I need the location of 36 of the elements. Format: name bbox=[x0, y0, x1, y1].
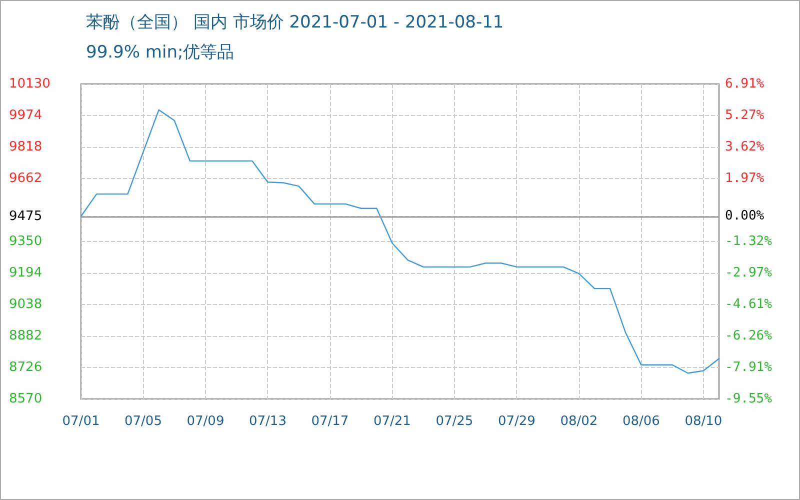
y2-tick-label: -2.97% bbox=[725, 266, 772, 281]
y-tick-label: 8882 bbox=[9, 328, 42, 344]
y-tick-label: 8726 bbox=[9, 360, 42, 375]
y-tick-label: 9818 bbox=[9, 140, 42, 154]
y-tick-label: 9974 bbox=[9, 108, 42, 123]
x-tick-label: 08/02 bbox=[560, 414, 598, 429]
x-tick-label: 07/13 bbox=[248, 414, 286, 429]
y-tick-label: 9662 bbox=[9, 171, 42, 186]
x-tick-label: 07/25 bbox=[436, 414, 474, 429]
y-tick-label: 9475 bbox=[9, 208, 42, 224]
x-tick-label: 07/17 bbox=[311, 414, 349, 429]
y2-tick-label: 3.62% bbox=[725, 139, 764, 154]
x-tick-label: 07/09 bbox=[186, 414, 224, 429]
y2-tick-label: 1.97% bbox=[725, 171, 764, 186]
x-tick-label: 07/29 bbox=[498, 414, 536, 429]
y-tick-label: 8570 bbox=[9, 392, 42, 406]
y2-tick-label: 0.00% bbox=[725, 208, 764, 224]
x-tick-label: 08/06 bbox=[622, 414, 660, 429]
x-tick-label: 07/01 bbox=[62, 414, 100, 429]
y-tick-label: 10130 bbox=[9, 76, 50, 92]
y2-tick-label: -9.55% bbox=[725, 392, 772, 406]
y-tick-label: 9350 bbox=[9, 234, 42, 249]
y2-tick-label: -1.32% bbox=[725, 234, 772, 249]
y2-tick-label: 5.27% bbox=[725, 108, 764, 123]
x-tick-label: 08/10 bbox=[684, 414, 722, 429]
y2-tick-label: -7.91% bbox=[725, 360, 772, 376]
y-tick-label: 9194 bbox=[9, 266, 42, 280]
chart-title: 苯酚（全国） 国内 市场价 2021-07-01 - 2021-08-11 bbox=[86, 12, 504, 32]
y2-tick-label: -4.61% bbox=[725, 296, 772, 312]
chart-subtitle: 99.9% min;优等品 bbox=[86, 42, 234, 62]
x-tick-label: 07/05 bbox=[124, 414, 162, 429]
y2-tick-label: 6.91% bbox=[725, 76, 764, 92]
y-tick-label: 9038 bbox=[9, 297, 42, 312]
line-series bbox=[80, 109, 720, 374]
y2-tick-label: -6.26% bbox=[725, 328, 772, 344]
x-tick-label: 07/21 bbox=[373, 414, 411, 429]
